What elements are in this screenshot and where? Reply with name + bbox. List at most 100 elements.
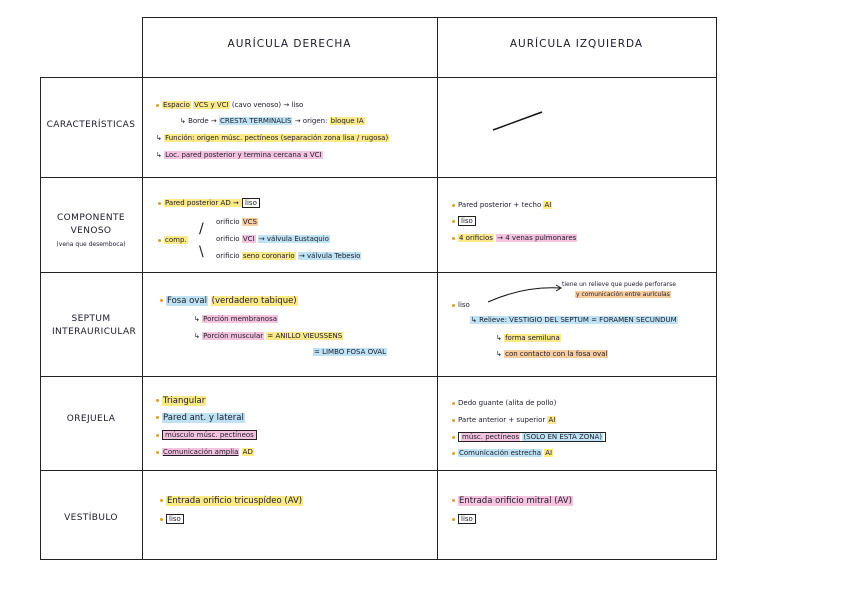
note-text: VCS (241, 218, 258, 226)
annotation-line: y comunicación entre aurículas (575, 291, 671, 298)
bullet-icon (452, 451, 455, 455)
note-text: ↳ (496, 350, 505, 358)
note-text: ↳ (496, 334, 505, 342)
grid-line (142, 17, 717, 18)
note-text: músc. pectíneos (461, 433, 521, 441)
note-text: orificio (216, 218, 240, 226)
bracket-icon: \ (199, 244, 204, 260)
note-text: = ANILLO VIEUSSENS (266, 332, 344, 340)
note-text: (SOLO EN ESTA ZONA) (522, 433, 604, 441)
grid-line (40, 77, 717, 78)
grid-line (142, 17, 143, 559)
note-line: músculo músc. pectíneos (156, 430, 257, 440)
bullet-icon (156, 103, 159, 107)
note-line: comp. (158, 236, 188, 245)
note-line: ↳ Porción muscular = ANILLO VIEUSSENS (194, 332, 344, 341)
note-line: ↳ Porción membranosa (194, 315, 279, 324)
note-text: Pared ant. y lateral (162, 413, 245, 423)
note-text: liso (166, 514, 184, 524)
note-line: liso (160, 514, 184, 524)
row-label-vestibulo: VESTÍBULO (64, 513, 118, 523)
note-line: ↳ Relieve: VESTIGIO DEL SEPTUM = FORAMEN… (470, 316, 678, 325)
bullet-icon (160, 499, 163, 502)
note-line: 4 orificios → 4 venas pulmonares (452, 234, 578, 243)
bullet-icon (156, 399, 159, 402)
bullet-icon (160, 299, 163, 302)
note-line: ↳ forma semiluna (496, 334, 561, 343)
note-text: ↳ (194, 315, 203, 323)
note-text: AI (544, 449, 554, 457)
note-text: AD (241, 448, 254, 456)
note-text: AI (543, 201, 553, 209)
note-text: liso (458, 301, 470, 309)
grid-line (40, 272, 717, 273)
note-text: bloque IA (329, 117, 365, 125)
bullet-icon (160, 517, 163, 521)
note-text: (cavo venoso) → liso (231, 101, 304, 109)
bullet-icon (156, 433, 159, 437)
note-line: Comunicación estrecha AI (452, 449, 554, 458)
note-line: Pared posterior AD → liso (158, 198, 260, 208)
bullet-icon (158, 201, 161, 205)
note-text: Pared posterior + techo (458, 201, 542, 209)
note-text: ↳ (156, 151, 165, 159)
note-text: y comunicación entre aurículas (575, 291, 671, 298)
note-text: liso (458, 216, 476, 226)
note-text: VCS y VCI (193, 101, 230, 109)
note-text: Espacio (162, 101, 191, 109)
grid-line (716, 17, 717, 559)
bullet-icon (156, 416, 159, 419)
note-text: Entrada orificio mitral (AV) (458, 496, 573, 506)
bullet-icon (452, 401, 455, 405)
curved-arrow-icon (487, 284, 562, 303)
note-line: liso (452, 301, 470, 310)
bullet-icon (452, 236, 455, 240)
note-text: Función: origen músc. pectíneos (separac… (164, 134, 390, 142)
bullet-icon (452, 219, 455, 223)
column-header-left: AURÍCULA IZQUIERDA (509, 38, 644, 50)
bullet-icon (452, 203, 455, 207)
note-line: = LIMBO FOSA OVAL (313, 348, 388, 357)
annotation-line: tiene un relieve que puede perforarse (562, 281, 676, 288)
note-text: Loc. pared posterior y termina cercana a… (164, 151, 323, 159)
note-text: 4 orificios (458, 234, 494, 242)
note-text: (verdadero tabique) (210, 296, 298, 306)
note-text: músculo músc. pectíneos (162, 430, 257, 440)
note-text: ↳ (156, 134, 165, 142)
note-text: liso (458, 514, 476, 524)
note-line: Triangular (156, 396, 207, 406)
row-label-caracteristicas: CARACTERÍSTICAS (46, 120, 136, 130)
note-text: Comunicación amplia (162, 448, 240, 456)
note-line: Parte anterior + superior AI (452, 416, 557, 425)
note-text: Porción muscular (202, 332, 265, 340)
note-text: forma semiluna (504, 334, 561, 342)
note-line: Espacio VCS y VCI (cavo venoso) → liso (156, 101, 303, 110)
note-text: orificio (216, 235, 240, 243)
note-text: → válvula Tebesio (297, 252, 362, 260)
note-text: seno coronario (241, 252, 296, 260)
note-line: orificio seno coronario → válvula Tebesi… (216, 252, 362, 261)
grid-line (40, 177, 717, 178)
note-text: Porción membranosa (202, 315, 279, 323)
note-line: orificio VCI → válvula Eustaquio (216, 235, 330, 244)
note-line: Pared posterior + techo AI (452, 201, 553, 210)
note-text: → válvula Eustaquio (257, 235, 330, 243)
note-line: liso (452, 216, 476, 226)
note-text: comp. (164, 236, 188, 244)
row-label-venoso-sub: (vena que desemboca) (56, 241, 126, 248)
bullet-icon (156, 450, 159, 454)
note-line: Pared ant. y lateral (156, 413, 245, 423)
grid-line (40, 376, 717, 377)
note-text: tiene un relieve que puede perforarse (562, 281, 676, 288)
note-text: liso (242, 198, 260, 208)
note-line: orificio VCS (216, 218, 258, 227)
note-line: ↳ Borde → CRESTA TERMINALIS → origen: bl… (180, 117, 365, 126)
note-text: → 4 venas pulmonares (496, 234, 578, 242)
note-text: AI (547, 416, 557, 424)
note-text: Fosa oval (166, 296, 208, 306)
note-line: Fosa oval (verdadero tabique) (160, 296, 298, 306)
note-text: Entrada orificio tricuspídeo (AV) (166, 496, 304, 506)
note-text: VCI (241, 235, 256, 243)
note-text: CRESTA TERMINALIS (219, 117, 293, 125)
note-line: ↳ con contacto con la fosa oval (496, 350, 609, 359)
